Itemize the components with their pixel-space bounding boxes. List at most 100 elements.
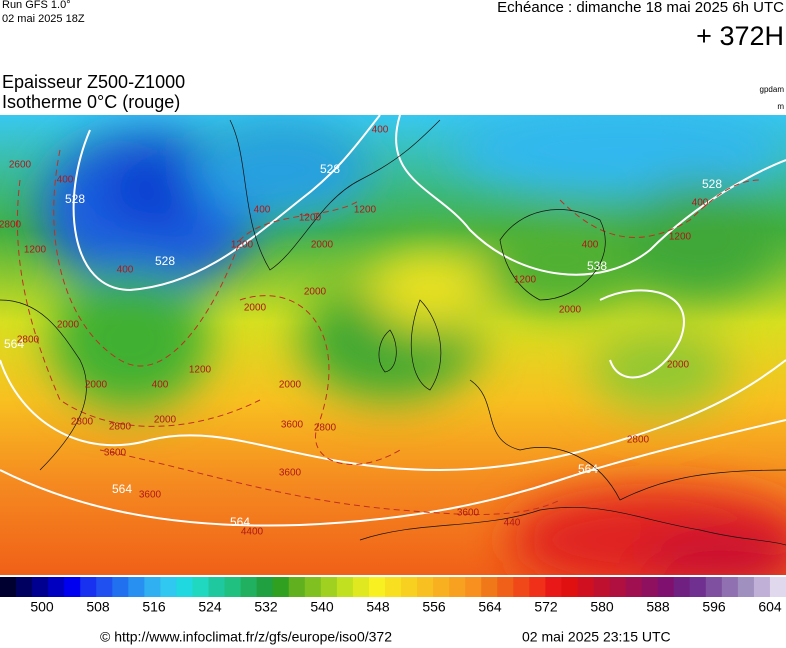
isotherm-contours (16, 149, 761, 515)
isotherm-label: 2000 (311, 240, 334, 251)
isotherm-label: 1200 (24, 245, 47, 256)
isotherm-label: 2600 (9, 160, 32, 171)
colorbar-swatch (545, 577, 562, 597)
colorbar-swatch (64, 577, 81, 597)
thickness-label: 528 (65, 192, 85, 206)
colorbar-swatch (593, 577, 611, 597)
isotherm-label: 1200 (231, 240, 254, 251)
unit-thickness: gpdam (760, 85, 785, 94)
colorbar-label: 524 (198, 599, 222, 615)
colorbar-swatch (80, 577, 97, 597)
isotherm-label: 400 (57, 175, 74, 186)
isotherm-label: 1200 (669, 232, 692, 243)
colorbar-label: 556 (422, 599, 446, 615)
colorbar-swatch (769, 577, 786, 597)
isotherm-label: 3600 (139, 490, 162, 501)
colorbar-swatch (352, 577, 370, 597)
colorbar-swatch (417, 577, 434, 597)
colorbar-swatch (272, 577, 290, 597)
colorbar-label: 548 (366, 599, 390, 615)
thickness-label: 538 (587, 259, 607, 273)
colorbar-swatch (577, 577, 595, 597)
isotherm-label: 2800 (314, 423, 337, 434)
colorbar-swatch (465, 577, 482, 597)
colorbar-label: 588 (646, 599, 670, 615)
colorbar-swatch (497, 577, 514, 597)
isotherm-label: 400 (254, 205, 271, 216)
colorbar-swatch (160, 577, 177, 597)
isotherm-label: 2000 (244, 303, 267, 314)
isotherm-label: 400 (692, 198, 709, 209)
colorbar-swatch (256, 577, 274, 597)
colorbar-swatch (112, 577, 129, 597)
isotherm-label: 2000 (85, 380, 108, 391)
colorbar-label: 508 (86, 599, 110, 615)
isotherm-label: 4400 (241, 527, 264, 538)
colorbar-swatch (240, 577, 258, 597)
unit-isotherm: m (777, 102, 784, 111)
colorbar-swatch (721, 577, 739, 597)
thickness-label: 528 (702, 177, 722, 191)
echeance: Echéance : dimanche 18 mai 2025 6h UTC (497, 0, 784, 16)
colorbar-swatch (513, 577, 530, 597)
colorbar-swatch (657, 577, 675, 597)
isotherm-label: 2800 (627, 435, 650, 446)
isotherm-label: 2000 (154, 415, 177, 426)
colorbar-swatch (288, 577, 306, 597)
colorbar-label: 604 (758, 599, 782, 615)
isotherm-label: 1200 (354, 205, 377, 216)
colorbar-swatch (609, 577, 627, 597)
colorbar-swatch (689, 577, 707, 597)
colorbar-swatch (481, 577, 498, 597)
thickness-label: 564 (4, 337, 24, 351)
isotherm-label: 1200 (299, 213, 322, 224)
isotherm-label: 1200 (514, 275, 537, 286)
isotherm-label: 400 (152, 380, 169, 391)
colorbar: 500 508 516 524 532 540 548 556 564 572 580 588 596 6… (0, 577, 786, 615)
colorbar-swatch (0, 577, 17, 597)
thickness-label: 528 (320, 162, 340, 176)
colorbar-swatch (737, 577, 755, 597)
thickness-label: 564 (112, 482, 132, 496)
thickness-label: 564 (230, 515, 250, 529)
isotherm-label: 2800 (0, 220, 22, 231)
colorbar-swatch (144, 577, 161, 597)
colorbar-label: 540 (310, 599, 334, 615)
colorbar-swatch (32, 577, 49, 597)
isotherm-label: 2800 (17, 335, 40, 346)
colorbar-swatch (16, 577, 33, 597)
colorbar-swatch (753, 577, 771, 597)
colorbar-swatch (433, 577, 450, 597)
isotherm-label: 400 (372, 125, 389, 136)
colorbar-swatch (641, 577, 659, 597)
colorbar-swatch (336, 577, 354, 597)
contour-labels: 528 528 528 528 538 564 564 564 564 2600 400 2800 12… (0, 125, 722, 538)
colorbar-swatch (561, 577, 578, 597)
thickness-label: 528 (155, 254, 175, 268)
map-subtitle: Isotherme 0°C (rouge) (2, 92, 180, 112)
colorbar-label: 500 (30, 599, 54, 615)
colorbar-swatch (128, 577, 145, 597)
model-name: Run GFS 1.0° (2, 0, 71, 11)
map-title: Epaisseur Z500-Z1000 (2, 72, 185, 92)
colorbar-swatch (96, 577, 113, 597)
isotherm-label: 440 (504, 518, 521, 529)
colorbar-swatch (368, 577, 386, 597)
colorbar-label: 516 (142, 599, 166, 615)
isotherm-label: 3600 (457, 508, 480, 519)
isotherm-label: 2000 (559, 305, 582, 316)
isotherm-label: 2000 (667, 360, 690, 371)
colorbar-swatch (673, 577, 691, 597)
colorbar-label: 532 (254, 599, 278, 615)
run-date: 02 mai 2025 18Z (2, 13, 85, 25)
colorbar-label: 596 (702, 599, 726, 615)
isotherm-label: 400 (582, 240, 599, 251)
colorbar-swatch (449, 577, 466, 597)
source-url: © http://www.infoclimat.fr/z/gfs/europe/… (100, 629, 392, 645)
colorbar-label: 564 (478, 599, 502, 615)
isotherm-label: 400 (117, 265, 134, 276)
colorbar-swatch (192, 577, 210, 597)
colorbar-swatch (208, 577, 226, 597)
isotherm-label: 3600 (281, 420, 304, 431)
